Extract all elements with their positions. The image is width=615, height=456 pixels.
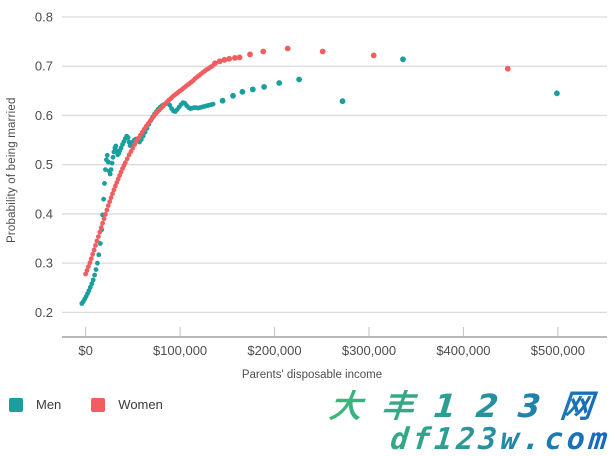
- data-point: [91, 247, 97, 253]
- data-point: [109, 160, 115, 166]
- data-point: [226, 55, 233, 62]
- data-point: [94, 238, 100, 244]
- data-point: [108, 167, 114, 173]
- data-point: [103, 212, 108, 217]
- x-axis-title: Parents' disposable income: [241, 369, 383, 381]
- data-point: [100, 220, 105, 226]
- y-tick-labels: 0.2 0.3 0.4 0.5 0.6 0.7 0.8: [35, 10, 53, 320]
- data-point: [84, 268, 90, 273]
- x-tick-label: $200,000: [247, 343, 301, 358]
- legend-item-women: Women: [91, 397, 163, 412]
- series-men-dots: [79, 56, 560, 306]
- data-point: [210, 101, 216, 107]
- data-point: [90, 277, 96, 283]
- scatter-plot: 0.20.30.40.50.60.70.8$0 $100,000 $200,000 $…: [35, 10, 607, 358]
- data-point: [260, 48, 267, 55]
- x-tick-label: $500,000: [531, 343, 585, 358]
- y-tick-label: 0.7: [35, 59, 53, 74]
- data-point: [124, 156, 130, 162]
- data-point: [400, 56, 406, 63]
- x-tick-label: $100,000: [153, 343, 207, 358]
- data-point: [276, 80, 283, 86]
- data-point: [111, 187, 117, 193]
- legend-label-women: Women: [118, 397, 163, 412]
- x-ticks: [85, 327, 559, 336]
- data-point: [89, 281, 95, 287]
- data-point: [110, 154, 116, 160]
- y-tick-label: 0.4: [35, 206, 53, 221]
- y-tick-label: 0.6: [35, 108, 53, 123]
- data-point: [90, 251, 96, 257]
- y-tick-label: 0.3: [35, 256, 53, 271]
- data-point: [97, 241, 103, 246]
- data-point: [221, 56, 228, 63]
- men-color-swatch: [9, 397, 23, 412]
- x-tick-labels: $0 $100,000 $200,000 $300,000 $400,000 $500,0…: [78, 343, 585, 358]
- data-point: [110, 191, 115, 197]
- data-point: [93, 243, 98, 248]
- x-tick-label: $0: [78, 343, 92, 358]
- data-point: [319, 48, 326, 55]
- x-tick-label: $300,000: [342, 343, 396, 358]
- y-tick-label: 0.8: [35, 10, 53, 25]
- data-point: [554, 90, 560, 97]
- data-point: [97, 229, 103, 235]
- legend-item-men: Men: [9, 397, 61, 412]
- data-point: [239, 88, 246, 95]
- data-point: [122, 160, 128, 166]
- data-point: [249, 86, 256, 93]
- watermark: 大丰123网 df123w.com: [325, 387, 615, 456]
- x-tick-label: $400,000: [436, 343, 490, 358]
- data-point: [107, 171, 113, 177]
- data-point: [130, 145, 136, 151]
- data-point: [232, 55, 238, 61]
- data-point: [88, 256, 94, 262]
- data-point: [96, 234, 101, 240]
- data-point: [167, 102, 173, 108]
- data-point: [216, 58, 223, 65]
- data-point: [212, 60, 218, 67]
- data-point: [125, 135, 131, 141]
- data-point: [113, 143, 119, 149]
- data-point: [101, 196, 106, 202]
- data-point: [103, 167, 108, 173]
- data-point: [219, 97, 226, 104]
- data-point: [107, 199, 113, 205]
- gridlines: [62, 16, 607, 314]
- data-point: [86, 264, 91, 269]
- data-point: [104, 152, 110, 158]
- data-point: [247, 51, 253, 58]
- y-axis-title: Probability of being married: [6, 97, 18, 243]
- data-point: [504, 65, 511, 72]
- data-point: [370, 52, 377, 59]
- data-point: [108, 195, 114, 201]
- data-point: [296, 76, 302, 83]
- data-point: [261, 84, 267, 90]
- data-point: [96, 252, 102, 258]
- series-women-dots: [83, 45, 511, 277]
- legend-label-men: Men: [36, 397, 62, 412]
- women-color-swatch: [91, 397, 106, 412]
- watermark-url: df123w.com: [325, 422, 613, 456]
- data-point: [104, 207, 110, 213]
- data-point: [230, 92, 236, 99]
- data-point: [93, 267, 99, 272]
- data-point: [105, 203, 111, 209]
- data-point: [236, 54, 243, 61]
- data-point: [105, 159, 111, 165]
- y-tick-label: 0.2: [35, 305, 53, 320]
- watermark-site-name: 大丰123网: [327, 387, 615, 426]
- legend: Men Women: [9, 397, 163, 412]
- data-point: [284, 45, 291, 52]
- data-point: [339, 98, 346, 105]
- data-point: [95, 260, 100, 266]
- y-tick-label: 0.5: [35, 157, 53, 172]
- data-point: [87, 260, 93, 266]
- data-point: [101, 216, 107, 222]
- data-point: [98, 225, 104, 231]
- data-point: [92, 272, 97, 278]
- data-point: [102, 181, 107, 186]
